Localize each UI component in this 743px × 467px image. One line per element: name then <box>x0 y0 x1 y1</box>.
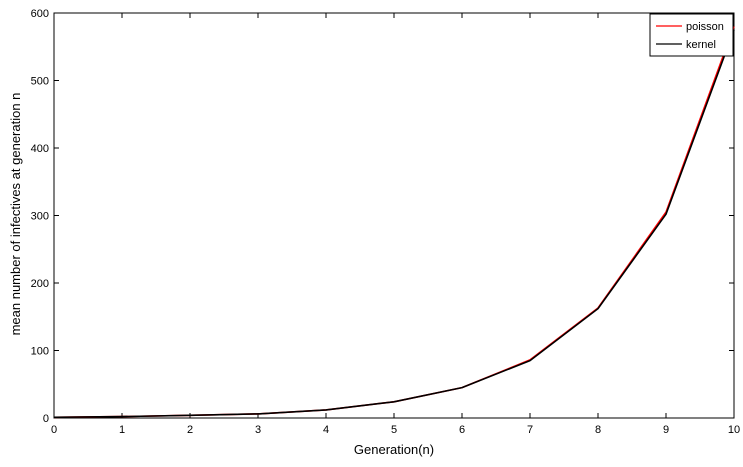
x-axis: 0 1 2 3 4 5 6 7 8 9 10 <box>51 13 740 436</box>
x-tick-label: 7 <box>527 424 533 436</box>
legend-label-kernel: kernel <box>686 39 716 51</box>
y-axis: 0 100 200 300 400 500 600 <box>31 8 734 425</box>
series-line-kernel <box>53 29 735 419</box>
y-tick-label: 0 <box>43 413 49 425</box>
y-tick-label: 400 <box>31 143 49 155</box>
plot-frame <box>53 12 735 419</box>
plot-area <box>53 12 735 419</box>
x-tick-label: 0 <box>51 424 57 436</box>
x-tick-label: 4 <box>323 424 329 436</box>
legend: poisson kernel <box>649 13 734 57</box>
y-tick-label: 100 <box>31 346 49 358</box>
series-layer <box>53 26 735 419</box>
x-tick-label: 8 <box>595 424 601 436</box>
y-tick-label: 500 <box>31 76 49 88</box>
legend-box <box>649 13 734 57</box>
x-tick-label: 3 <box>255 424 261 436</box>
x-tick-label: 1 <box>119 424 125 436</box>
y-tick-label: 600 <box>31 8 49 20</box>
y-tick-label: 300 <box>31 211 49 223</box>
x-tick-label: 2 <box>187 424 193 436</box>
x-tick-label: 5 <box>391 424 397 436</box>
x-axis-label: Generation(n) <box>354 442 434 457</box>
x-tick-label: 10 <box>728 424 740 436</box>
y-tick-label: 200 <box>31 278 49 290</box>
legend-label-poisson: poisson <box>686 21 724 33</box>
y-axis-label: mean number of infectives at generation … <box>8 93 23 336</box>
x-tick-label: 6 <box>459 424 465 436</box>
x-tick-label: 9 <box>663 424 669 436</box>
